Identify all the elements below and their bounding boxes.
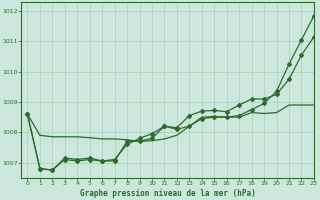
X-axis label: Graphe pression niveau de la mer (hPa): Graphe pression niveau de la mer (hPa) xyxy=(80,189,255,198)
